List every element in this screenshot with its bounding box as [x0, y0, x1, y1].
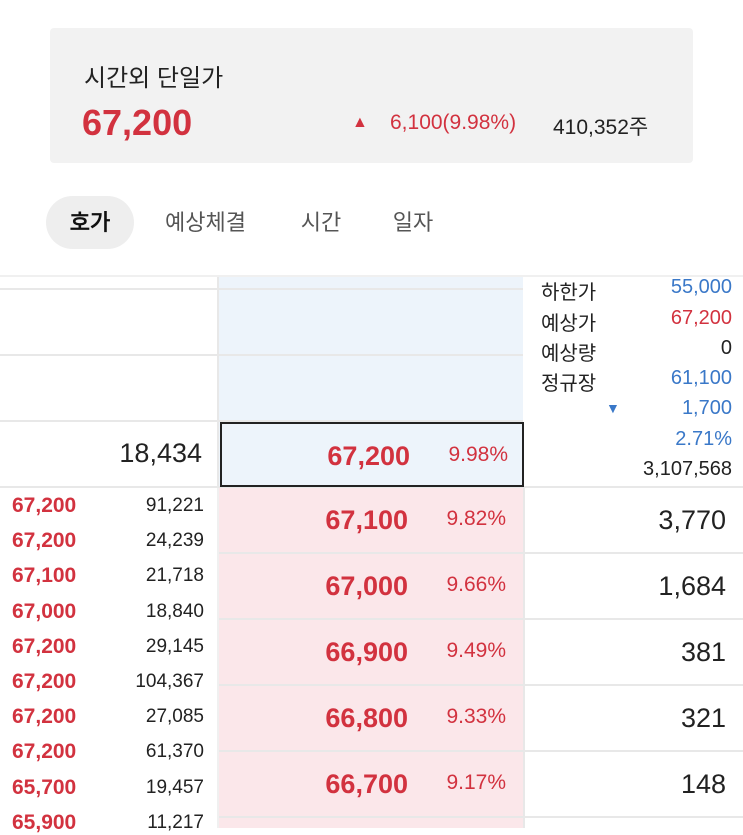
info-expected-volume: 0: [720, 337, 732, 359]
trade-volume: 27,085: [145, 706, 204, 728]
row-price: 66,900: [325, 637, 408, 667]
trade-price: 67,200: [12, 529, 77, 553]
row-price: 67,100: [325, 505, 408, 535]
trade-price: 67,200: [12, 494, 77, 517]
trade-volume: 104,367: [135, 671, 204, 692]
info-regular-percent: 2.71%: [675, 428, 732, 450]
row-percent: 9.17%: [446, 771, 506, 794]
info-regular-change: 1,700: [681, 397, 732, 419]
card-title: 시간외 단일가: [84, 65, 224, 92]
bid-volume: 3,770: [658, 505, 726, 535]
divider: [217, 488, 219, 828]
info-expected-price: 67,200: [670, 307, 732, 329]
bid-volume: 381: [680, 637, 726, 667]
bid-price-column: [219, 488, 523, 828]
row-price: 66,800: [325, 703, 408, 733]
divider: [219, 552, 743, 554]
divider: [219, 750, 743, 752]
divider: [0, 486, 743, 488]
ask-volume: 18,434: [119, 438, 202, 468]
divider: [523, 488, 525, 828]
bid-row[interactable]: 67,000 9.66% 1,684: [219, 554, 743, 618]
trade-volume: 61,370: [145, 741, 204, 763]
info-label: 정규장: [541, 373, 597, 395]
divider: [0, 275, 743, 277]
trade-price: 65,900: [12, 810, 77, 834]
trade-price: 67,000: [12, 599, 77, 623]
divider: [217, 277, 219, 487]
divider: [0, 354, 523, 356]
divider: [0, 420, 523, 422]
divider: [219, 618, 743, 620]
bid-volume: 321: [680, 703, 726, 733]
trade-volume: 410,352주: [553, 116, 649, 139]
row-percent: 9.98%: [448, 443, 508, 466]
trade-volume: 18,840: [145, 600, 204, 622]
info-regular-volume: 3,107,568: [643, 458, 732, 480]
bid-row[interactable]: 66,800 9.33% 321: [219, 686, 743, 750]
divider: [0, 288, 523, 290]
bid-volume: 1,684: [658, 571, 726, 601]
row-price: 67,000: [325, 571, 408, 601]
tab-expected[interactable]: 예상체결: [165, 210, 246, 235]
info-lower-limit: 55,000: [670, 276, 732, 298]
price-change: 6,100(9.98%): [390, 111, 517, 134]
down-arrow-icon: ▼: [606, 400, 620, 416]
trade-volume: 91,221: [145, 495, 204, 516]
row-percent: 9.33%: [446, 705, 506, 728]
tab-daily[interactable]: 일자: [392, 210, 434, 235]
current-price-row[interactable]: 67,200 9.98%: [220, 422, 524, 487]
info-label: 예상량: [541, 343, 597, 365]
trade-price: 67,200: [12, 705, 77, 729]
trade-volume: 29,145: [145, 635, 204, 657]
bid-volume: 148: [680, 769, 726, 799]
row-price: 67,200: [327, 441, 410, 471]
bid-row[interactable]: 66,700 9.17% 148: [219, 752, 743, 816]
trade-price: 67,100: [12, 564, 77, 588]
trade-price: 67,200: [12, 740, 77, 764]
trade-price: 65,700: [12, 775, 77, 799]
trade-price: 67,200: [12, 670, 77, 693]
divider: [219, 684, 743, 686]
tab-time[interactable]: 시간: [300, 210, 342, 235]
info-label: 하한가: [541, 282, 597, 304]
up-arrow-icon: ▲: [352, 114, 368, 131]
after-hours-summary-card: 시간외 단일가 67,200 ▲ 6,100(9.98%) 410,352주: [50, 28, 693, 163]
ask-price-column: [219, 277, 523, 487]
trade-volume: 19,457: [145, 776, 204, 798]
trade-volume: 11,217: [147, 811, 204, 833]
trade-price: 67,200: [12, 634, 77, 658]
bid-row[interactable]: 67,100 9.82% 3,770: [219, 488, 743, 552]
current-price: 67,200: [82, 102, 193, 143]
row-percent: 9.82%: [446, 507, 506, 530]
bid-row[interactable]: 66,900 9.49% 381: [219, 620, 743, 684]
info-regular-price: 61,100: [670, 367, 732, 389]
divider: [219, 816, 743, 818]
tab-hoga[interactable]: 호가: [46, 196, 134, 249]
info-label: 예상가: [541, 313, 597, 335]
row-percent: 9.49%: [446, 639, 506, 662]
row-percent: 9.66%: [446, 573, 506, 596]
trade-volume: 24,239: [145, 530, 204, 552]
trade-volume: 21,718: [145, 565, 204, 587]
row-price: 66,700: [325, 769, 408, 799]
